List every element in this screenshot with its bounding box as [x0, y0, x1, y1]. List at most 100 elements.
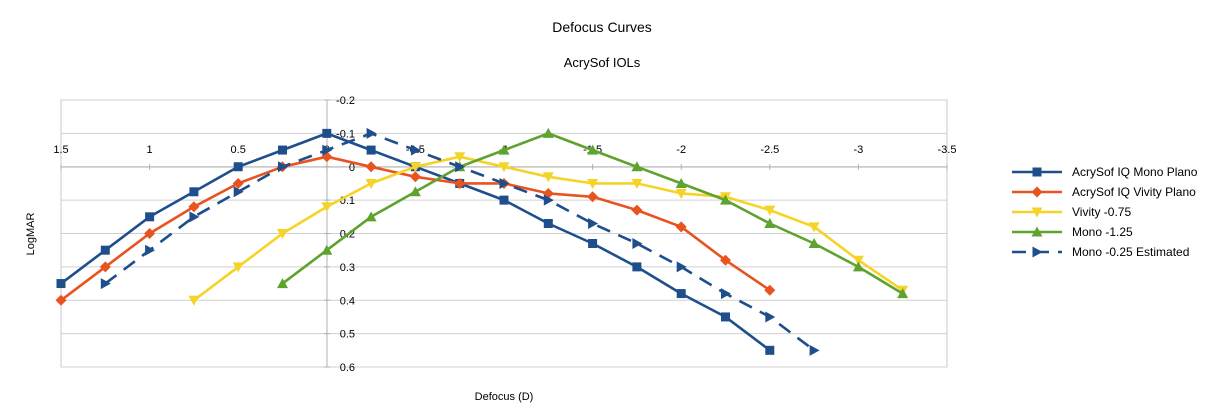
data-point	[144, 228, 156, 239]
data-point	[808, 222, 820, 233]
data-point	[588, 239, 598, 249]
y-tick-label: 0.6	[340, 362, 355, 374]
x-tick-label: 1	[147, 144, 153, 156]
data-point	[631, 161, 643, 172]
data-point	[100, 245, 110, 255]
data-point	[808, 238, 820, 249]
data-point	[632, 238, 643, 250]
x-tick-label: -2.5	[760, 144, 779, 156]
data-point	[365, 178, 377, 189]
data-point	[232, 262, 244, 273]
data-point	[145, 244, 156, 256]
data-point	[455, 161, 466, 173]
data-point	[897, 288, 909, 299]
y-axis-title: LogMAR	[25, 213, 37, 256]
data-point	[720, 194, 731, 205]
data-point	[409, 186, 421, 197]
data-point	[145, 212, 155, 222]
legend-marker	[1032, 246, 1043, 258]
data-point	[765, 345, 775, 355]
legend-label: AcrySof IQ Mono Plano	[1072, 165, 1198, 179]
data-point	[542, 127, 554, 138]
data-point	[631, 204, 643, 216]
data-point	[852, 255, 864, 266]
data-point	[632, 262, 642, 272]
data-point	[587, 178, 599, 189]
data-point	[852, 261, 864, 272]
data-point	[189, 211, 200, 223]
series-4	[277, 127, 909, 299]
data-point	[499, 195, 509, 205]
data-point	[764, 205, 776, 216]
data-point	[409, 162, 421, 173]
data-point	[809, 344, 820, 356]
data-point	[587, 144, 599, 155]
x-tick-label: 1.5	[53, 144, 68, 156]
legend-item: Mono -1.25	[1012, 225, 1133, 239]
data-point	[499, 177, 510, 189]
y-tick-label: 0	[349, 162, 355, 174]
series-5	[100, 127, 820, 356]
data-point	[277, 229, 288, 239]
chart-subtitle: AcrySof IOLs	[564, 55, 641, 70]
data-point	[498, 144, 510, 155]
series-layer	[55, 127, 909, 356]
legend-item: AcrySof IQ Mono Plano	[1012, 165, 1198, 179]
y-tick-label: 0.5	[340, 329, 355, 341]
data-point	[765, 311, 776, 323]
data-point	[542, 172, 554, 183]
data-point	[277, 278, 288, 289]
legend-marker	[1032, 167, 1042, 177]
data-point	[278, 161, 288, 173]
legend-item: Vivity -0.75	[1012, 205, 1131, 219]
data-point	[588, 217, 599, 229]
data-point	[233, 162, 243, 172]
data-point	[188, 295, 200, 306]
data-point	[189, 187, 199, 197]
data-point	[676, 289, 686, 299]
legend-label: AcrySof IQ Vivity Plano	[1072, 185, 1196, 199]
legend-marker	[1031, 186, 1043, 198]
y-tick-label: -0.2	[336, 95, 355, 107]
data-point	[56, 279, 66, 289]
data-point	[365, 161, 377, 173]
x-tick-label: -2	[676, 144, 686, 156]
data-point	[498, 162, 510, 173]
data-point	[764, 284, 776, 296]
data-point	[99, 261, 111, 273]
data-point	[587, 191, 599, 203]
data-point	[721, 288, 731, 300]
data-point	[675, 177, 687, 188]
data-point	[410, 144, 421, 156]
data-point	[366, 145, 376, 155]
data-point	[543, 194, 554, 206]
series-3	[188, 152, 909, 306]
x-tick-label: 0.5	[231, 144, 246, 156]
legend-label: Vivity -0.75	[1072, 205, 1131, 219]
data-point	[188, 201, 200, 213]
data-point	[366, 127, 377, 139]
data-point	[721, 312, 730, 322]
data-point	[409, 171, 421, 183]
legend-marker	[1031, 226, 1043, 237]
data-point	[55, 294, 67, 306]
legend-item: Mono -0.25 Estimated	[1012, 245, 1189, 259]
y-tick-label: 0.3	[340, 262, 355, 274]
data-point	[676, 261, 687, 273]
data-point	[675, 221, 687, 233]
data-point	[675, 188, 687, 199]
series-line	[281, 132, 904, 295]
data-point	[321, 202, 333, 213]
x-axis-title: Defocus (D)	[475, 391, 534, 403]
y-tick-label: 0.4	[340, 295, 355, 307]
data-point	[543, 218, 553, 228]
legend-item: AcrySof IQ Vivity Plano	[1012, 185, 1196, 199]
data-point	[232, 177, 244, 189]
legend-marker	[1031, 207, 1043, 218]
chart-title: Defocus Curves	[552, 19, 652, 35]
data-point	[764, 217, 776, 228]
data-point	[100, 278, 111, 290]
data-point	[454, 177, 466, 189]
data-point	[278, 145, 287, 155]
